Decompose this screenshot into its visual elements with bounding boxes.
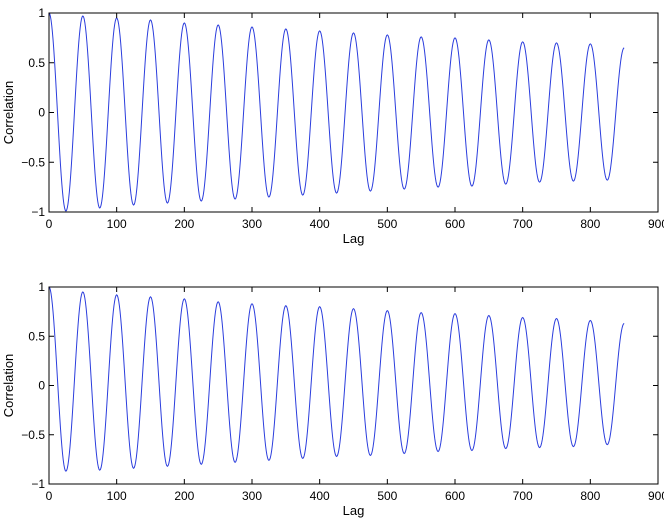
y-tick-label: 0.5 (28, 56, 45, 70)
series-line-1 (48, 12, 625, 212)
x-tick-label: 300 (242, 489, 262, 503)
x-axis-label: Lag (343, 503, 365, 518)
y-axis-label: Correlation (1, 354, 16, 418)
x-tick-label: 900 (648, 217, 664, 231)
x-tick-label: 600 (445, 217, 465, 231)
y-tick-label: −1 (31, 477, 45, 491)
x-tick-label: 400 (310, 217, 330, 231)
x-tick-label: 500 (377, 489, 397, 503)
x-tick-label: 100 (107, 489, 127, 503)
y-tick-label: −1 (31, 205, 45, 219)
x-tick-label: 700 (513, 217, 533, 231)
x-tick-label: 200 (174, 489, 194, 503)
x-tick-label: 900 (648, 489, 664, 503)
x-tick-label: 300 (242, 217, 262, 231)
x-tick-label: 800 (580, 489, 600, 503)
x-tick-label: 800 (580, 217, 600, 231)
y-tick-label: 0.5 (28, 329, 45, 343)
x-tick-label: 200 (174, 217, 194, 231)
y-tick-label: −0.5 (21, 428, 45, 442)
y-tick-label: −0.5 (21, 155, 45, 169)
x-axis-label: Lag (343, 231, 365, 246)
x-tick-label: 100 (107, 217, 127, 231)
x-tick-label: 0 (46, 489, 53, 503)
x-tick-label: 0 (46, 217, 53, 231)
chart-panel-1: 0 100 200 300 400 500 600 700 800 900 −1 −0.5 0 0.5 1 L… (1, 6, 664, 246)
chart-panel-2: 0 100 200 300 400 500 600 700 800 900 −1 −0.5 0 0.5 1 L… (1, 280, 664, 518)
y-tick-label: 1 (38, 280, 45, 294)
x-tick-label: 500 (377, 217, 397, 231)
y-tick-label: 0 (38, 106, 45, 120)
y-tick-label: 1 (38, 6, 45, 20)
y-axis-label: Correlation (1, 81, 16, 145)
series-line-1 (48, 286, 625, 472)
x-tick-label: 700 (513, 489, 533, 503)
y-tick-label: 0 (38, 379, 45, 393)
x-tick-label: 600 (445, 489, 465, 503)
x-tick-label: 400 (310, 489, 330, 503)
